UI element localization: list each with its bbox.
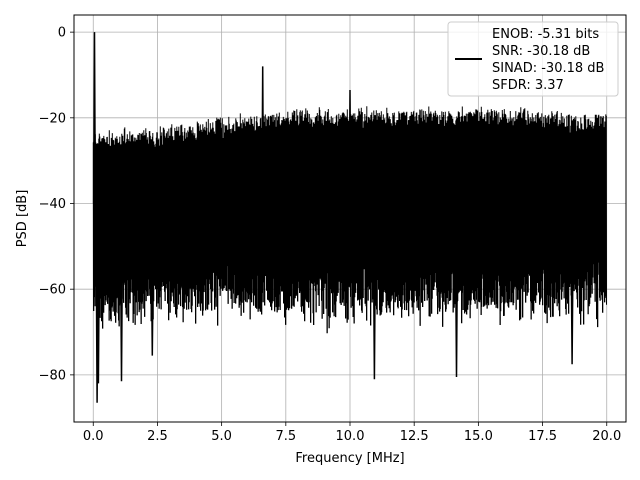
psd-dip [119,267,124,382]
y-tick-label: −60 [39,283,66,298]
y-axis-label: PSD [dB] [15,190,30,248]
legend-snr: SNR: -30.18 dB [492,44,590,59]
psd-dip [96,267,100,384]
x-tick-label: 0.0 [83,429,104,444]
psd-spike [348,89,352,204]
x-tick-label: 15.0 [464,429,493,444]
x-axis-label: Frequency [MHz] [295,451,404,466]
x-tick-label: 20.0 [592,429,621,444]
legend-sfdr: SFDR: 3.37 [492,78,564,93]
psd-dip [454,267,459,378]
psd-dip [372,267,376,380]
y-tick-label: −20 [39,111,66,126]
legend-sinad: SINAD: -30.18 dB [492,61,604,76]
x-tick-label: 2.5 [147,429,168,444]
y-tick-label: −40 [39,197,66,212]
legend: ENOB: -5.31 bits SNR: -30.18 dB SINAD: -… [447,21,619,97]
psd-dip [570,267,574,365]
y-tick-label: −80 [39,368,66,383]
x-tick-label: 5.0 [211,429,232,444]
series-trace [92,32,607,403]
axis-ticks: 0.0 2.5 5.0 7.5 10.0 12.5 15.0 17.5 20.0 0 −20 −40 −… [39,26,622,444]
y-tick-label: 0 [58,26,66,41]
psd-dip [150,267,154,356]
psd-spike [261,66,265,204]
x-tick-label: 12.5 [400,429,429,444]
legend-box [447,21,619,97]
x-tick-label: 7.5 [275,429,296,444]
psd-spike [92,32,97,204]
legend-enob: ENOB: -5.31 bits [492,27,599,42]
x-tick-label: 17.5 [528,429,557,444]
x-tick-label: 10.0 [336,429,365,444]
